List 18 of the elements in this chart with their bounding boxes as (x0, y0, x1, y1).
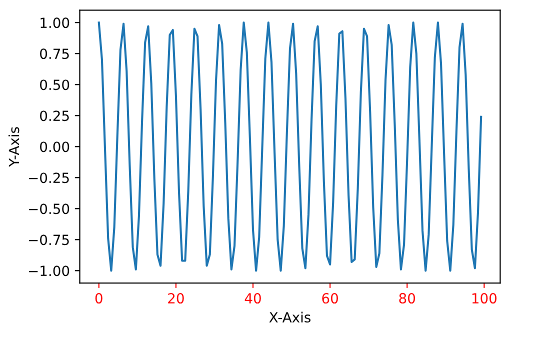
line-series (98, 22, 482, 272)
x-tick-label: 100 (472, 293, 496, 304)
y-tick-label: 0.25 (40, 110, 69, 122)
y-tick-label: 0.75 (40, 48, 69, 60)
y-tick-label: −0.50 (28, 204, 70, 214)
y-tick-label: 1.00 (40, 18, 70, 28)
x-tick-label: 20 (168, 293, 184, 304)
x-tick-label: 0 (95, 293, 102, 304)
x-tick-label: 80 (399, 293, 416, 304)
x-tick-label: 40 (244, 293, 261, 304)
y-axis-title: Y-Axis (8, 127, 20, 167)
y-tick-label: 0.50 (40, 80, 70, 90)
y-tick-label: −1.00 (28, 266, 70, 276)
y-tick-label: 0.00 (40, 142, 70, 152)
y-tick-label: −0.75 (28, 234, 69, 246)
y-tick-label: −0.25 (28, 172, 69, 184)
x-tick-label: 60 (322, 293, 338, 304)
x-axis-title: X-Axis (269, 312, 310, 323)
